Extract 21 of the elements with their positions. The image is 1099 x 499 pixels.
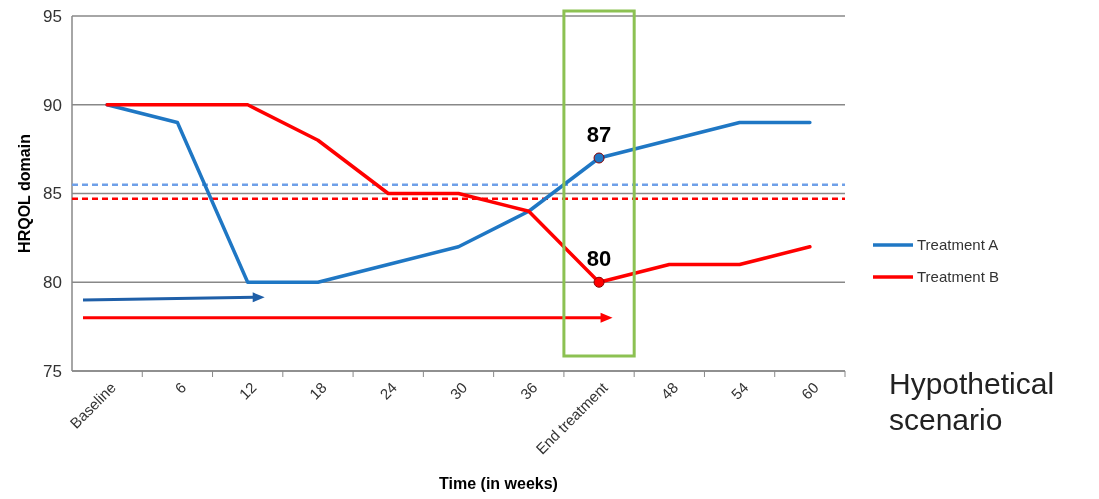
x-tick-label: 6 bbox=[171, 378, 190, 397]
x-tick-label: 12 bbox=[235, 378, 260, 403]
x-tick-label: 24 bbox=[376, 378, 401, 403]
x-tick-label: 60 bbox=[797, 378, 822, 403]
y-tick-label: 80 bbox=[43, 273, 62, 293]
y-tick-label: 90 bbox=[43, 95, 62, 115]
annotation: 80 bbox=[586, 246, 612, 272]
x-tick-label: 18 bbox=[305, 378, 330, 403]
y-tick-label: 75 bbox=[43, 361, 62, 381]
x-axis-title: Time (in weeks) bbox=[439, 475, 558, 492]
y-axis-title: HRQOL domain bbox=[16, 134, 33, 253]
annotation: 87 bbox=[586, 122, 612, 147]
x-tick-label: 36 bbox=[516, 378, 541, 403]
text: Hypothetical scenario bbox=[889, 367, 1055, 436]
x-tick-label: 48 bbox=[657, 378, 682, 403]
x-tick-label: 30 bbox=[446, 378, 471, 403]
y-tick-label: 85 bbox=[43, 184, 62, 204]
y-tick-label: 95 bbox=[43, 6, 62, 26]
legend-label: Treatment A bbox=[917, 236, 999, 254]
legend-label: Treatment B bbox=[917, 268, 999, 286]
x-tick-label: 54 bbox=[727, 378, 752, 403]
